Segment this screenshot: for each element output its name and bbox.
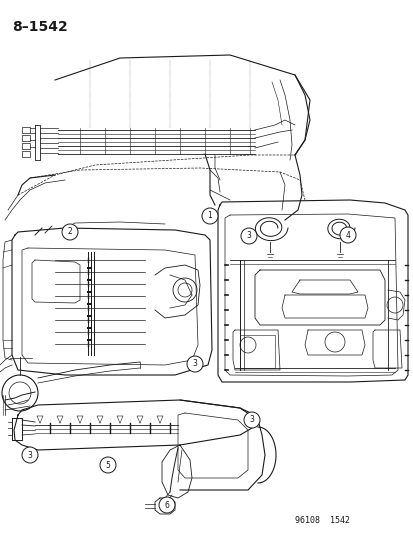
Circle shape [62, 224, 78, 240]
Bar [22, 143, 30, 149]
Circle shape [243, 412, 259, 428]
Text: 2: 2 [67, 228, 72, 237]
Text: 3: 3 [246, 231, 251, 240]
Circle shape [22, 447, 38, 463]
Bar [22, 151, 30, 157]
Bar [22, 135, 30, 141]
Text: 5: 5 [105, 461, 110, 470]
Circle shape [100, 457, 116, 473]
Bar [22, 127, 30, 133]
Text: 6: 6 [164, 500, 169, 510]
Circle shape [339, 227, 355, 243]
Text: 3: 3 [192, 359, 197, 368]
Text: 8–1542: 8–1542 [12, 20, 68, 34]
Circle shape [240, 228, 256, 244]
Text: 3: 3 [249, 416, 254, 424]
Circle shape [159, 497, 175, 513]
Text: 3: 3 [28, 450, 32, 459]
Text: 4: 4 [345, 230, 349, 239]
Circle shape [202, 208, 218, 224]
Text: 1: 1 [207, 212, 212, 221]
Text: 96108  1542: 96108 1542 [294, 516, 349, 525]
Circle shape [187, 356, 202, 372]
